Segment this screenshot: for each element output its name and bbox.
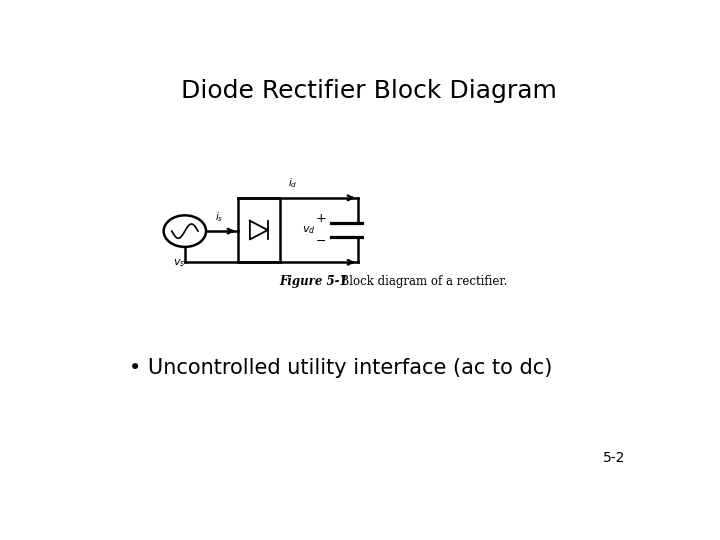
Text: −: − <box>316 235 326 248</box>
Text: +: + <box>315 212 326 225</box>
Text: Diode Rectifier Block Diagram: Diode Rectifier Block Diagram <box>181 79 557 103</box>
Text: Block diagram of a rectifier.: Block diagram of a rectifier. <box>333 275 507 288</box>
Text: 5-2: 5-2 <box>603 451 626 465</box>
Bar <box>238 198 280 262</box>
Text: $v_d$: $v_d$ <box>302 224 315 236</box>
Text: Figure 5-1: Figure 5-1 <box>280 275 348 288</box>
Text: $i_d$: $i_d$ <box>287 177 297 191</box>
Text: $i_s$: $i_s$ <box>215 210 223 224</box>
Text: $v_s$: $v_s$ <box>173 258 186 269</box>
Text: • Uncontrolled utility interface (ac to dc): • Uncontrolled utility interface (ac to … <box>129 358 552 378</box>
